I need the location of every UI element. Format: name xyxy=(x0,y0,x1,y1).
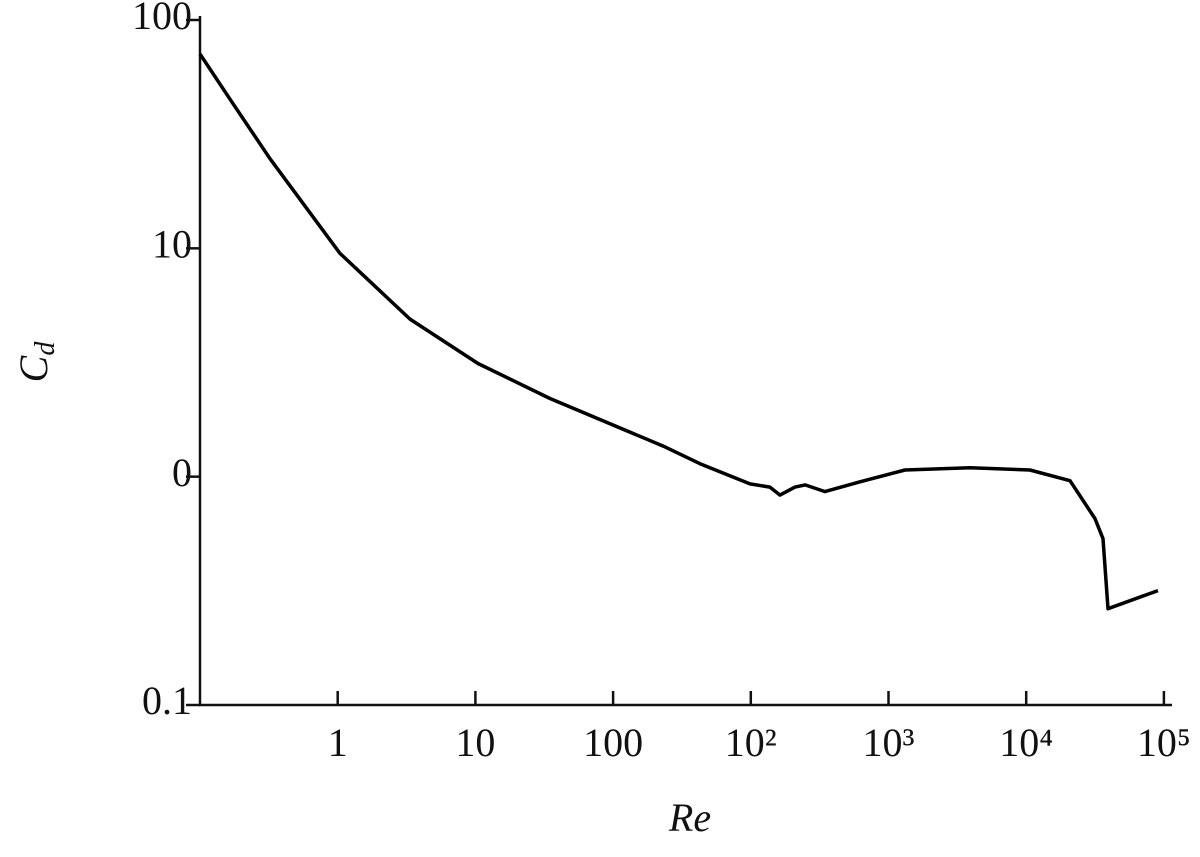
y-tick-label: 0 xyxy=(172,450,192,495)
y-tick-label: 10 xyxy=(152,222,192,267)
x-tick-label: 10 xyxy=(455,720,495,765)
y-tick-label: 100 xyxy=(132,0,192,38)
x-tick-label: 10³ xyxy=(863,720,915,765)
y-tick-label: 0.1 xyxy=(142,678,192,723)
x-tick-label: 1 xyxy=(328,720,348,765)
data-line xyxy=(198,53,1159,611)
x-axis-label: Re xyxy=(668,795,711,840)
x-tick-label: 10² xyxy=(725,720,777,765)
x-tick-label: 100 xyxy=(583,720,643,765)
y-axis-label: Cd xyxy=(11,341,61,383)
x-tick-label: 10⁵ xyxy=(1137,720,1191,765)
x-tick-label: 10⁴ xyxy=(999,720,1053,765)
